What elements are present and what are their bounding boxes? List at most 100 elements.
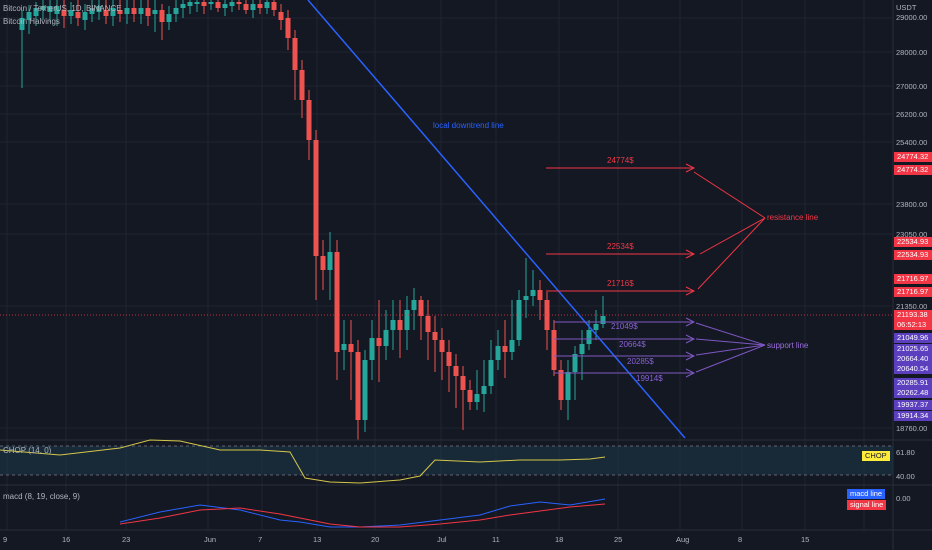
candle-body: [166, 14, 172, 22]
time-tick: Jun: [204, 535, 217, 544]
candle-body: [425, 316, 431, 332]
candle-body: [565, 372, 571, 400]
candle-body: [313, 140, 319, 256]
resistance-pointer-3: [697, 217, 766, 290]
candle-body: [530, 290, 536, 296]
candle-body: [215, 2, 221, 8]
signal-line: [119, 503, 606, 528]
price-label: 21193.38: [894, 310, 932, 320]
candle-body: [61, 10, 67, 16]
candle-body: [446, 352, 452, 366]
price-label: 22534.93: [894, 237, 932, 247]
candle-body: [187, 2, 193, 6]
price-label: 20262.48: [894, 388, 932, 398]
support-value-3: 20285$: [627, 357, 654, 366]
candle-body: [488, 360, 494, 386]
candle-body: [495, 346, 501, 360]
price-label: 24774.32: [894, 165, 932, 175]
resistance-pointer-2: [699, 217, 766, 255]
candle-body: [110, 8, 116, 16]
candle-body: [257, 4, 263, 8]
candle-body: [341, 344, 347, 350]
price-label: 20664.40: [894, 354, 932, 364]
macd-legend[interactable]: macd (8, 19, close, 9): [3, 492, 80, 501]
time-tick: 20: [371, 535, 380, 544]
candle-body: [89, 8, 95, 14]
price-label: 24774.32: [894, 152, 932, 162]
candle-body: [222, 4, 228, 8]
resistance-value-3: 21716$: [607, 279, 634, 288]
support-label[interactable]: support line: [767, 341, 809, 350]
price-tick: 28000.00: [896, 48, 928, 57]
candle-body: [47, 6, 53, 12]
support-pointer-4: [695, 344, 766, 373]
candle-body: [369, 338, 375, 360]
support-arrow-head-3: [685, 351, 696, 361]
candle-body: [26, 12, 32, 20]
candle-body: [180, 4, 186, 8]
candle-body: [250, 4, 256, 10]
resistance-value-1: 24774$: [607, 156, 634, 165]
candle-body: [558, 370, 564, 400]
candle-body: [306, 100, 312, 140]
resistance-lines[interactable]: [546, 163, 766, 296]
candle-body: [460, 376, 466, 390]
price-tick: 23050.00: [896, 230, 928, 239]
signal-badge: signal line: [847, 500, 887, 510]
candle-body: [586, 330, 592, 344]
candle-body: [124, 8, 130, 14]
candle-body: [173, 8, 179, 14]
resistance-arrow-head-2: [685, 249, 696, 259]
candle-body: [362, 360, 368, 420]
time-tick: 18: [555, 535, 564, 544]
macd-line: [119, 498, 606, 528]
candle-body: [453, 366, 459, 376]
price-tick: 18760.00: [896, 424, 928, 433]
candle-body: [131, 8, 137, 14]
chop-legend[interactable]: CHOP (14, 0): [3, 446, 52, 455]
support-lines[interactable]: [554, 317, 766, 378]
candle-body: [138, 8, 144, 14]
candle-body: [502, 346, 508, 352]
candle-body: [159, 10, 165, 22]
downtrend-line[interactable]: [307, 0, 686, 439]
candle-body: [551, 330, 557, 370]
price-tick: 25400.00: [896, 138, 928, 147]
candle-body: [376, 338, 382, 346]
candle-body: [390, 320, 396, 330]
price-label: 22534.93: [894, 250, 932, 260]
price-label: 06:52:13: [894, 320, 932, 330]
downtrend-label[interactable]: local downtrend line: [433, 121, 504, 130]
indicator-legend-halvings[interactable]: Bitcoin Halvings: [3, 17, 60, 26]
candle-body: [33, 8, 39, 16]
price-label: 21716.97: [894, 287, 932, 297]
candle-body: [271, 2, 277, 10]
time-tick: 23: [122, 535, 131, 544]
candle-body: [600, 316, 606, 324]
resistance-value-2: 22534$: [607, 242, 634, 251]
time-tick: Aug: [676, 535, 690, 544]
resistance-label[interactable]: resistance line: [767, 213, 819, 222]
candle-body: [236, 2, 242, 4]
time-tick: 8: [738, 535, 743, 544]
candle-body: [201, 2, 207, 6]
chop-tick: 61.80: [896, 448, 915, 457]
price-tick: 23800.00: [896, 200, 928, 209]
candle-body: [82, 12, 88, 20]
price-label: 19914.34: [894, 411, 932, 421]
candle-body: [327, 252, 333, 270]
support-pointer-2: [695, 338, 766, 346]
support-value-4: 19914$: [636, 374, 663, 383]
chop-line: [0, 439, 606, 484]
macd-tick: 0.00: [896, 494, 911, 503]
candle-body: [285, 18, 291, 38]
candle-body: [383, 330, 389, 346]
time-tick: 11: [492, 535, 500, 544]
candle-body: [411, 300, 417, 310]
resistance-arrow-head-1: [685, 163, 696, 173]
candle-body: [40, 6, 46, 10]
candle-body: [229, 2, 235, 6]
symbol-title[interactable]: Bitcoin / TetherUS, 1D, BINANCE: [3, 4, 122, 13]
time-tick: 7: [258, 535, 263, 544]
